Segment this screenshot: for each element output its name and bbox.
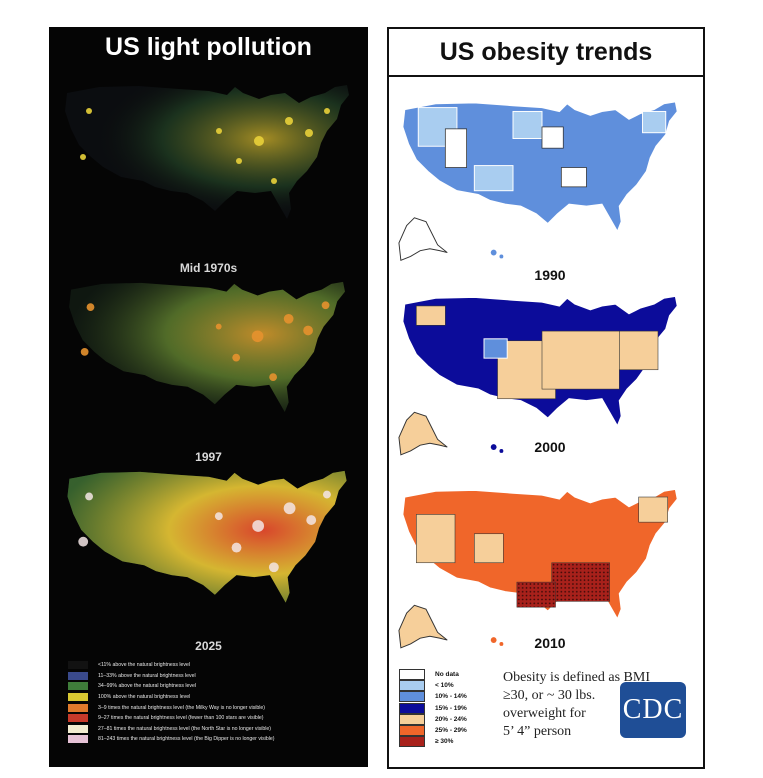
legend-row: <11% above the natural brightness level — [68, 660, 364, 671]
legend-swatch — [399, 691, 425, 703]
legend-label: 15% - 19% — [435, 704, 467, 712]
obesity-definition-note: Obesity is defined as BMI ≥30, or ~ 30 l… — [503, 669, 703, 741]
legend-label: ≥ 30% — [435, 738, 454, 746]
map-label-1990: 1990 — [534, 267, 566, 283]
legend-swatch — [68, 735, 88, 744]
map-label-1970s: Mid 1970s — [179, 261, 238, 275]
legend-label: < 10% — [435, 682, 454, 690]
legend-row: 27–81 times the natural brightness level… — [68, 724, 364, 735]
legend-row: 15% - 19% — [399, 702, 479, 714]
legend-label: 34–99% above the natural brightness leve… — [98, 683, 197, 690]
note-line: 5’ 4” person — [503, 724, 572, 739]
legend-row: 34–99% above the natural brightness leve… — [68, 681, 364, 692]
legend-label: 9–27 times the natural brightness level … — [98, 715, 264, 722]
legend-swatch — [68, 661, 88, 670]
legend-swatch — [68, 693, 88, 702]
cdc-logo-text: CDC — [622, 694, 684, 725]
note-line: ≥30, or ~ 30 lbs. — [503, 688, 596, 703]
legend-row: 100% above the natural brightness level — [68, 692, 364, 703]
light-map-1970s — [65, 85, 349, 219]
legend-row: 81–243 times the natural brightness leve… — [68, 734, 364, 745]
light-pollution-panel: US light pollution Mid 1970s 1997 2025 <… — [49, 27, 368, 767]
legend-label: 20% - 24% — [435, 715, 467, 723]
legend-label: 10% - 14% — [435, 693, 467, 701]
legend-swatch — [68, 682, 88, 691]
legend-swatch — [68, 714, 88, 723]
legend-label: 81–243 times the natural brightness leve… — [98, 736, 275, 743]
legend-label: 3–9 times the natural brightness level (… — [98, 704, 266, 711]
legend-label: No data — [435, 671, 459, 679]
legend-swatch — [399, 702, 425, 714]
obesity-map-2000 — [398, 295, 678, 456]
map-label-1997: 1997 — [195, 450, 222, 464]
legend-row: 9–27 times the natural brightness level … — [68, 713, 364, 724]
light-pollution-legend: <11% above the natural brightness level 1… — [68, 660, 364, 745]
obesity-legend: No data < 10% 10% - 14% 15% - 19% 20% - 24% 2… — [399, 669, 479, 748]
map-label-2010: 2010 — [534, 635, 566, 651]
legend-row: 3–9 times the natural brightness level (… — [68, 702, 364, 713]
legend-swatch — [399, 680, 425, 692]
cdc-logo: CDC — [620, 682, 686, 738]
legend-row: 20% - 24% — [399, 713, 479, 725]
obesity-map-2010 — [398, 488, 678, 649]
map-label-2025: 2025 — [195, 639, 222, 653]
legend-label: <11% above the natural brightness level — [98, 662, 191, 669]
legend-swatch — [399, 736, 425, 748]
legend-row: < 10% — [399, 680, 479, 692]
note-line: overweight for — [503, 706, 586, 721]
note-line: Obesity is defined as BMI — [503, 670, 650, 685]
legend-label: 27–81 times the natural brightness level… — [98, 725, 272, 732]
legend-row: 10% - 14% — [399, 691, 479, 703]
map-label-2000: 2000 — [534, 439, 566, 455]
legend-label: 11–33% above the natural brightness leve… — [98, 672, 196, 679]
legend-swatch — [68, 671, 88, 680]
legend-row: ≥ 30% — [399, 736, 479, 748]
light-map-2025 — [67, 470, 347, 603]
legend-row: 11–33% above the natural brightness leve… — [68, 671, 364, 682]
legend-swatch — [399, 725, 425, 737]
obesity-panel: US obesity trends 1990 2000 — [387, 27, 705, 769]
legend-swatch — [68, 703, 88, 712]
legend-swatch — [399, 713, 425, 725]
legend-swatch — [399, 669, 425, 681]
legend-row: No data — [399, 669, 479, 681]
obesity-title: US obesity trends — [389, 29, 703, 77]
legend-label: 25% - 29% — [435, 727, 467, 735]
legend-swatch — [68, 724, 88, 733]
light-pollution-title: US light pollution — [105, 33, 312, 61]
legend-label: 100% above the natural brightness level — [98, 694, 191, 701]
obesity-map-1990 — [398, 101, 678, 261]
light-map-1997 — [69, 281, 345, 413]
legend-row: 25% - 29% — [399, 725, 479, 737]
